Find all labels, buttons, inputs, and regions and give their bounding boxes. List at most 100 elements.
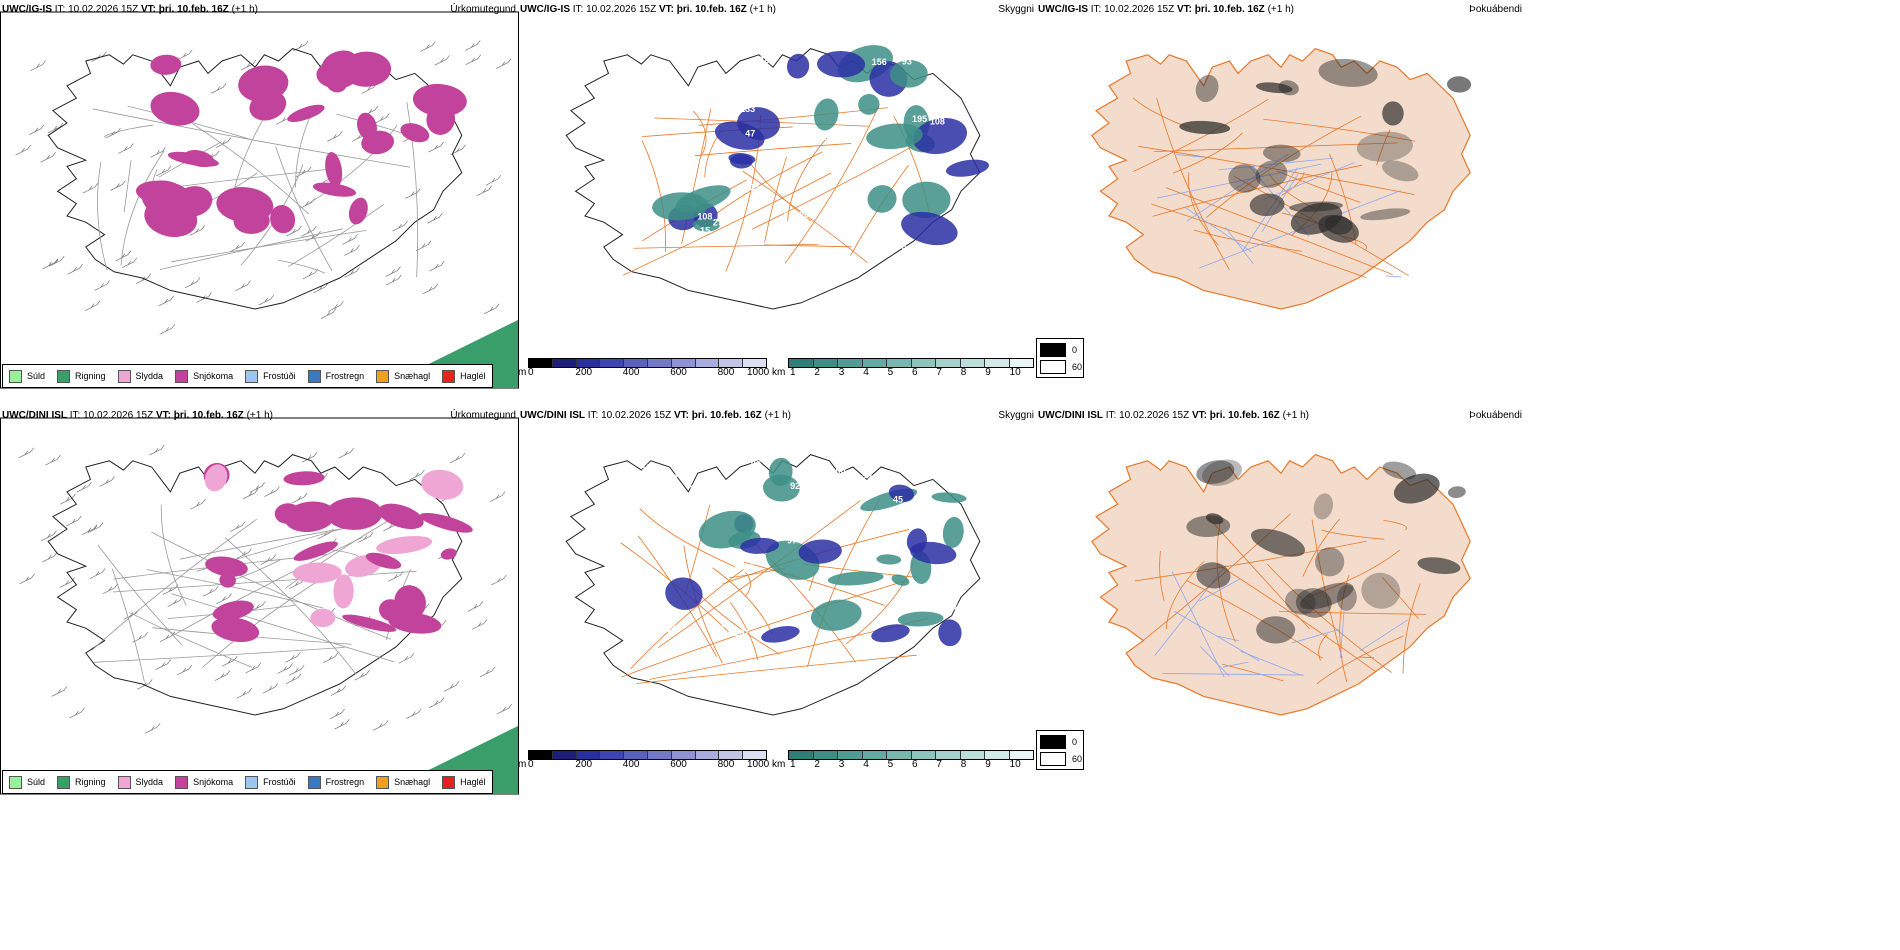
wind-barb: [320, 308, 337, 319]
wind-barb: [415, 240, 432, 251]
colorbar-segment: [695, 751, 720, 759]
wind-barb: [289, 664, 305, 676]
colorbar-segment: [552, 751, 577, 759]
visibility-value-label: 173: [894, 100, 909, 110]
road-line: [1165, 561, 1205, 630]
colorbar-tick-label: 1: [790, 759, 796, 770]
wind-barb: [215, 137, 232, 148]
visibility-value-label: 330: [947, 602, 962, 612]
visibility-value-label: 93: [902, 56, 912, 66]
it-value: 10.02.2026 15Z: [601, 410, 672, 421]
road-line: [1154, 142, 1398, 153]
fog-area: [1336, 584, 1357, 611]
colorbar-segment: [671, 751, 696, 759]
road-line: [784, 105, 880, 264]
wind-barb: [409, 469, 425, 481]
precip-area: [412, 83, 467, 117]
precip-area: [211, 617, 260, 643]
wind-barb: [216, 593, 232, 604]
wind-barb: [483, 303, 500, 315]
precip-area: [205, 556, 248, 577]
wind-barb: [84, 300, 101, 311]
model-name: UWC/DINI ISL: [520, 410, 585, 421]
visibility-value-label: 85: [631, 160, 641, 170]
panel-title: Þokuábendi: [1469, 410, 1522, 421]
precip-legend: Súld Rigning Slydda Snjókoma Frostúði Frostre…: [2, 364, 493, 388]
river-line: [1340, 611, 1345, 658]
colorbar-tick-label: 8: [960, 759, 967, 770]
colorbar-segment: [911, 751, 936, 759]
visibility-area: [889, 60, 928, 88]
colorbar-segment: [789, 359, 814, 367]
it-label: IT:: [587, 410, 599, 421]
visibility-value-label: 108: [697, 212, 712, 222]
colorbar-segment: [887, 359, 912, 367]
wind-barb: [429, 260, 445, 272]
colorbar-segment: [862, 751, 887, 759]
road-line: [309, 124, 398, 204]
visibility-value-label: 22: [862, 472, 872, 482]
fog-area: [1195, 74, 1219, 103]
visibility-value-label: 274: [713, 218, 728, 228]
visibility-value-label: 74: [779, 589, 789, 599]
wind-barb: [235, 280, 251, 291]
road-line: [1276, 170, 1361, 203]
wind-barb: [330, 685, 347, 696]
legend-item: Frostúði: [245, 369, 296, 383]
wind-barb: [121, 257, 138, 269]
lead-time: (+1 h): [231, 4, 258, 15]
wind-barb: [45, 454, 61, 466]
vt-value: þri. 10.feb. 16Z: [1209, 410, 1280, 421]
wind-barb: [51, 686, 68, 697]
colorbar-segment: [576, 359, 601, 367]
road-line: [1188, 172, 1219, 246]
legend-item: Snæhagl: [376, 369, 430, 383]
legend-label: Slydda: [135, 777, 164, 787]
visibility-area: [740, 537, 780, 554]
road-line: [745, 571, 751, 597]
visibility-area: [902, 181, 951, 219]
vt-value: þri. 10.feb. 16Z: [1194, 4, 1265, 15]
fog-map-row2: UWC/DINI ISL IT: 10.02.2026 15Z VT: þri.…: [1036, 406, 1526, 796]
wind-barb: [150, 147, 166, 158]
river-line: [1240, 650, 1303, 677]
precip-area: [292, 562, 342, 584]
road-line: [159, 228, 343, 271]
visibility-value-label: 84: [750, 557, 760, 567]
road-line: [1358, 656, 1375, 659]
road-line: [621, 580, 907, 678]
colorbar-tick-label: 5: [887, 759, 894, 770]
road-line: [111, 568, 145, 682]
visibility-value-label: 108: [930, 117, 945, 127]
wind-barb: [137, 679, 153, 690]
wind-barb: [489, 491, 506, 502]
wind-barb: [210, 83, 227, 94]
legend-item: Frostúði: [245, 775, 296, 789]
road-line: [742, 170, 868, 264]
fog-legend-row2: 0 60: [1036, 730, 1084, 770]
fog-area: [1256, 616, 1296, 644]
colorbar-tick-label: 600: [670, 367, 687, 378]
visibility-value-label: 41: [705, 74, 715, 84]
road-line: [1134, 540, 1367, 582]
fog-area: [1447, 486, 1466, 498]
wind-barb: [338, 447, 354, 459]
wind-barb: [285, 652, 301, 663]
wind-barb: [40, 152, 56, 163]
road-line: [192, 123, 310, 215]
coastline: [47, 454, 463, 716]
visibility-colorbar-row2: km 1 2 3 4 5 6 7 8 9 10: [772, 750, 1034, 770]
wind-barb: [434, 55, 450, 66]
wind-barb: [420, 41, 436, 52]
colorbar-segment: [600, 751, 625, 759]
visibility-area: [858, 94, 880, 115]
wind-barb: [15, 144, 31, 156]
visibility-value-label: 176: [774, 206, 789, 216]
lead-time: (+1 h): [749, 4, 776, 15]
wind-barb: [149, 444, 165, 456]
vt-label: VT:: [658, 4, 674, 15]
visibility-value-label: 106: [656, 486, 671, 496]
wind-barb: [329, 708, 345, 720]
visibility-value-label: 96: [714, 624, 724, 634]
legend-label: Haglél: [460, 371, 486, 381]
